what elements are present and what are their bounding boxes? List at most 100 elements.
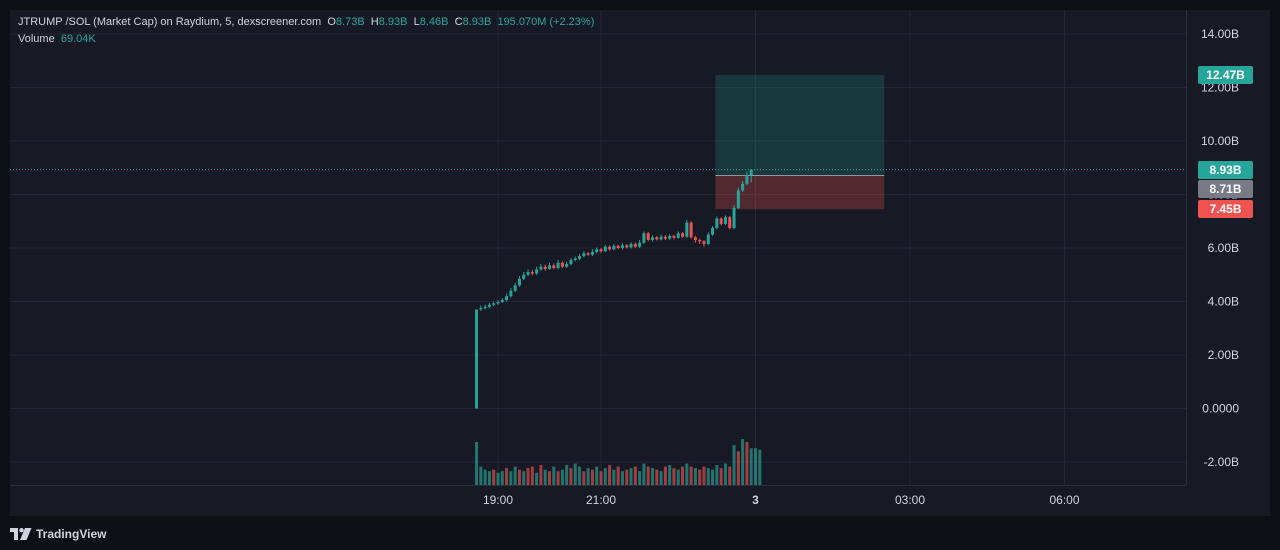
chart-frame[interactable]: 14.00B12.00B10.00B8.00B6.00B4.00B2.00B0.… [10,10,1270,516]
candle-body [741,183,745,191]
volume-bar [629,468,633,485]
candle-body [646,233,650,240]
candle-body [711,227,715,235]
volume-bar [526,468,530,485]
volume-bar [483,469,487,485]
volume-bar [620,471,624,485]
open-value: 8.73B [335,16,365,28]
volume-bar [565,465,569,485]
volume-bar [711,469,715,485]
candle-body [620,245,624,248]
candle-body [479,308,483,310]
candle-body [535,269,539,274]
volume-bar [616,466,620,485]
candle-body [552,265,556,269]
candle-body [526,272,530,275]
footer-brand[interactable]: TradingView [10,525,106,543]
volume-bar [633,466,637,485]
candle-body [732,207,736,228]
volume-bar [642,463,646,485]
volume-bar [728,466,732,485]
candle-body [590,252,594,255]
profit-zone [715,74,885,176]
volume-legend[interactable]: Volume 69.04K [18,33,96,45]
volume-bar [513,466,517,485]
volume-label: Volume [18,33,55,45]
high-label: H [370,16,379,28]
candle-body [629,243,633,248]
candle-body [513,285,517,291]
candle-body [681,233,685,237]
volume-bars [475,439,762,485]
candle-body [638,242,642,247]
candle-body [736,190,740,208]
volume-bar [685,463,689,485]
volume-bar [603,468,607,485]
y-tick-label: 0.0000 [1202,402,1239,416]
volume-bar [509,471,513,485]
symbol-legend[interactable]: JTRUMP /SOL (Market Cap) on Raydium, 5, … [18,16,594,28]
candle-body [655,237,659,240]
candle-body [560,262,564,267]
volume-bar [543,469,547,485]
volume-bar [582,471,586,485]
volume-bar [676,469,680,485]
candle-body [668,235,672,239]
volume-bar [487,471,491,485]
change-value: 195.070M (+2.23%) [497,16,595,28]
candlesticks [475,169,753,409]
candle-body [702,241,706,244]
volume-bar [659,471,663,485]
entry-price-tag: 8.71B [1198,179,1253,198]
candle-body [517,278,521,286]
volume-bar [517,469,521,485]
last-price-tag: 8.93B [1198,160,1253,179]
volume-bar [689,466,693,485]
volume-bar [663,466,667,485]
candle-body [651,237,654,240]
candle-body [487,304,491,307]
volume-bar [500,471,504,485]
volume-bar [706,468,710,485]
volume-bar [578,466,582,485]
candle-body [603,246,607,252]
volume-value: 69.04K [60,33,96,45]
candle-body [578,256,582,259]
volume-bar [749,448,753,485]
volume-bar [672,468,676,485]
volume-bar [758,449,762,485]
volume-bar [741,439,745,485]
candle-body [505,296,509,301]
volume-bar [732,445,736,485]
volume-bar [655,469,659,485]
volume-bar [535,472,539,485]
candle-body [706,234,710,244]
candle-body [500,300,504,303]
y-tick-label: 10.00B [1201,134,1239,148]
volume-bar [552,466,556,485]
y-tick-label: -2.00B [1204,455,1239,469]
volume-bar [560,469,564,485]
low-value: 8.46B [419,16,449,28]
volume-bar [754,448,757,485]
candle-body [608,246,612,250]
close-label: C [454,16,463,28]
volume-bar [530,466,534,485]
x-tick-label: 3 [752,493,759,507]
candle-body [556,262,560,269]
loss-zone [715,175,885,210]
time-axis: 19:00 21:00 3 03:00 06:00 [10,485,1186,507]
candle-body [663,236,667,239]
candle-body [522,274,526,279]
candle-body [612,245,616,250]
candle-body [548,265,551,269]
price-chart[interactable]: 14.00B12.00B10.00B8.00B6.00B4.00B2.00B0.… [10,10,1270,516]
volume-bar [599,471,603,485]
volume-bar [475,442,479,485]
x-tick-label: 03:00 [895,493,925,507]
low-label: L [413,16,420,28]
volume-bar [745,442,749,485]
volume-bar [479,466,483,485]
candle-body [582,253,586,257]
x-tick-label: 21:00 [586,493,616,507]
